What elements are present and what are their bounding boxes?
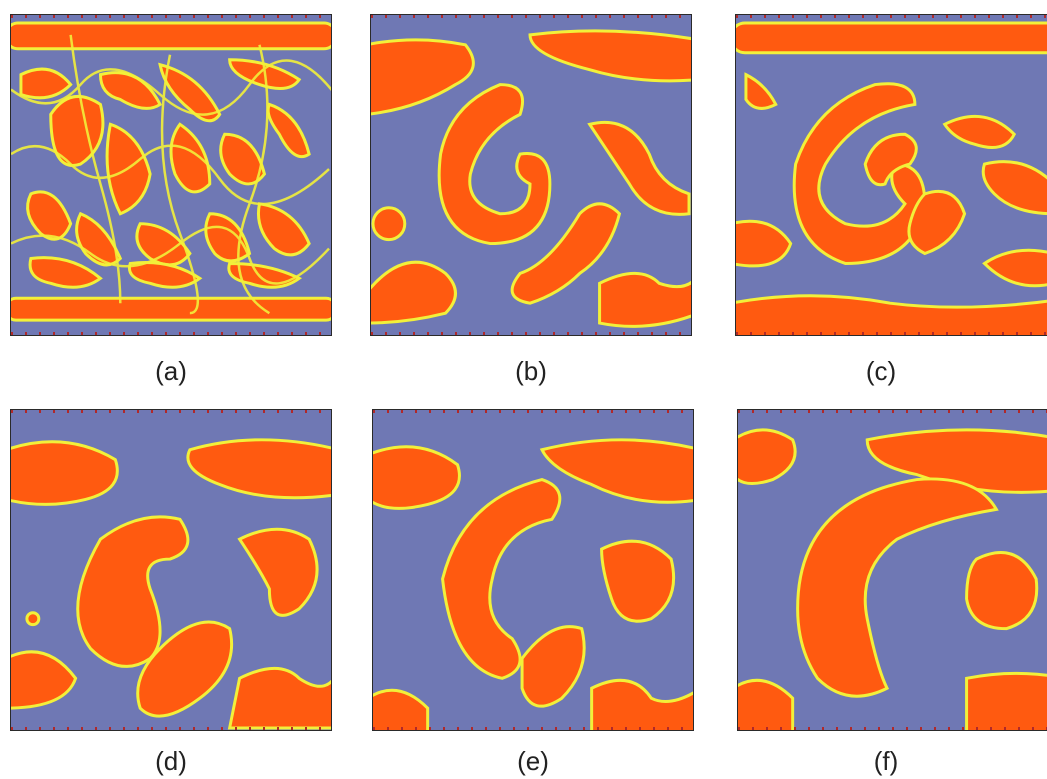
panel-a xyxy=(10,14,332,336)
pattern-c xyxy=(736,15,1047,335)
caption-d: (d) xyxy=(155,746,187,776)
panel-c xyxy=(735,14,1047,336)
pattern-a xyxy=(11,15,331,335)
pattern-f xyxy=(738,410,1047,730)
caption-a: (a) xyxy=(155,356,187,386)
pattern-d xyxy=(11,410,331,730)
panel-d xyxy=(10,409,332,731)
caption-c: (c) xyxy=(865,356,897,386)
caption-f: (f) xyxy=(873,746,899,776)
caption-b: (b) xyxy=(515,356,547,386)
pattern-b xyxy=(371,15,691,335)
panel-f xyxy=(737,409,1047,731)
panel-e xyxy=(372,409,694,731)
pattern-e xyxy=(373,410,693,730)
panel-b xyxy=(370,14,692,336)
caption-e: (e) xyxy=(517,746,549,776)
